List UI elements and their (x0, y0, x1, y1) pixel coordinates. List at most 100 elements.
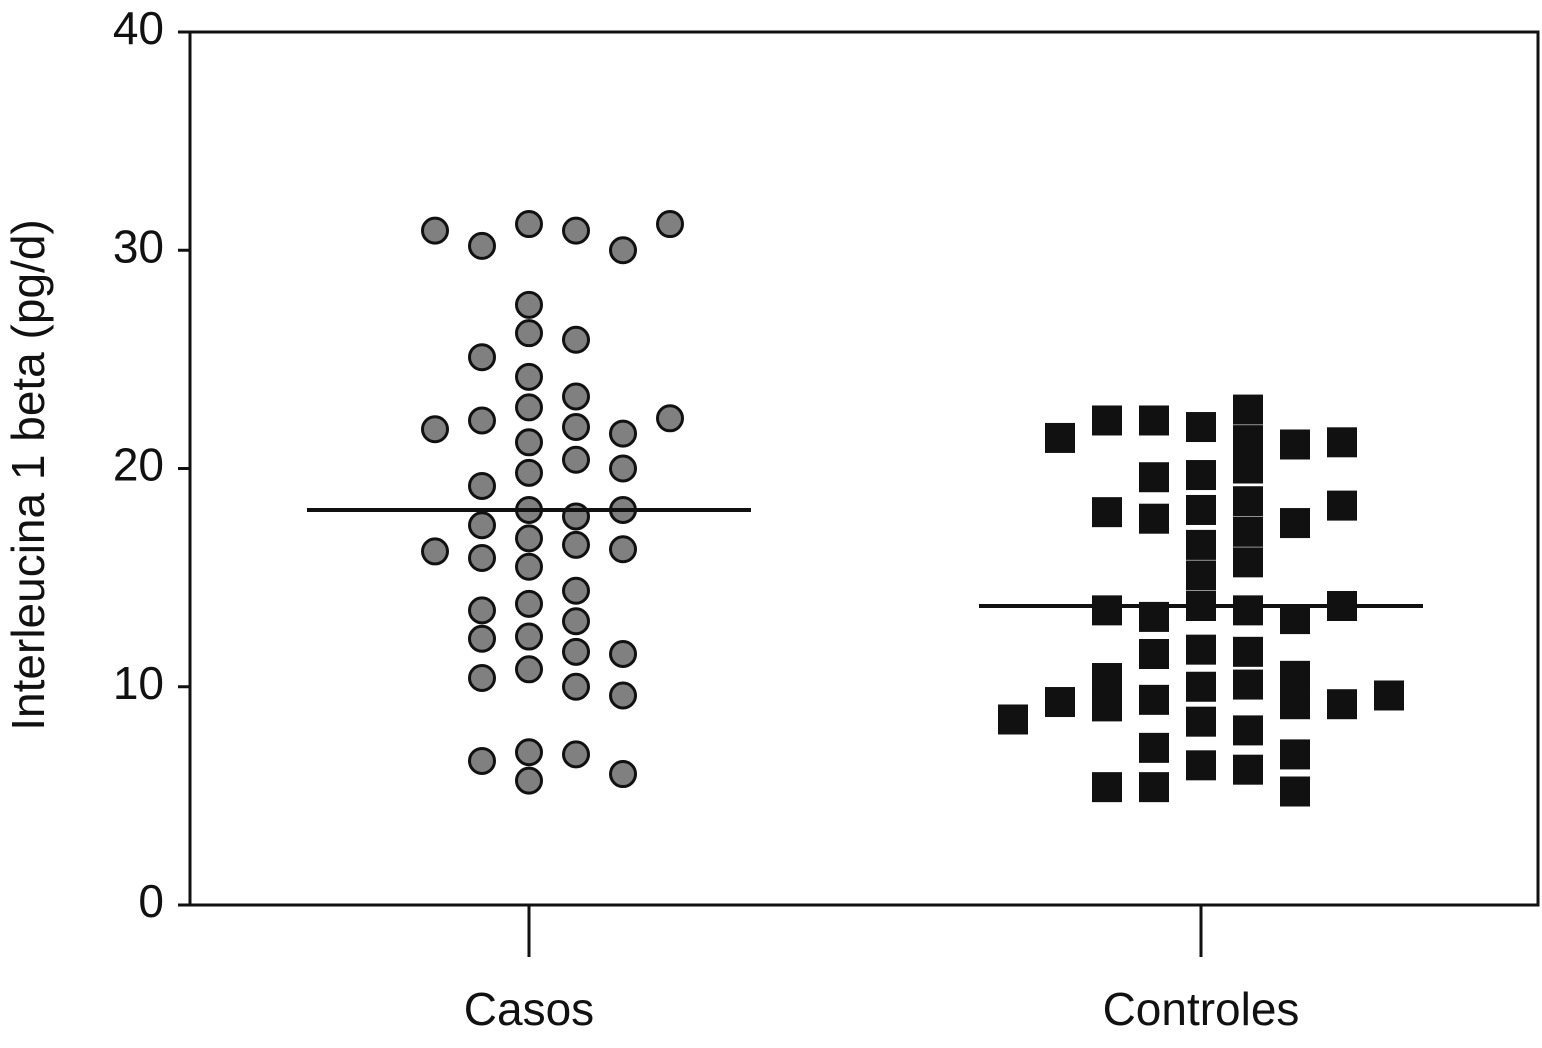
y-tick-label: 0 (138, 875, 164, 927)
y-tick-label: 20 (113, 439, 164, 491)
control-point (1233, 425, 1263, 456)
case-point (515, 210, 543, 239)
control-point (1092, 772, 1122, 803)
case-point (562, 382, 590, 411)
control-point (1327, 689, 1357, 720)
control-point (1233, 636, 1263, 667)
control-point (1233, 595, 1263, 626)
case-point (562, 530, 590, 559)
case-point (656, 404, 684, 433)
control-point (1327, 490, 1357, 521)
case-point (515, 552, 543, 581)
y-axis-label: Interleucina 1 beta (pg/d) (2, 219, 54, 730)
control-point (1233, 547, 1263, 578)
control-point (1045, 422, 1075, 453)
control-point (1233, 715, 1263, 746)
control-point (1233, 516, 1263, 547)
case-point (515, 319, 543, 348)
case-point (421, 537, 449, 566)
control-point (1139, 684, 1169, 715)
case-point (562, 502, 590, 531)
case-point (515, 290, 543, 319)
control-point (1092, 497, 1122, 528)
control-point (1280, 508, 1310, 539)
case-point (562, 325, 590, 354)
case-point (515, 428, 543, 457)
case-point (609, 454, 637, 483)
case-point (562, 607, 590, 636)
case-point (562, 216, 590, 245)
case-point (515, 766, 543, 795)
control-point (1280, 776, 1310, 807)
case-point (609, 419, 637, 448)
case-point (515, 362, 543, 391)
control-point (1233, 754, 1263, 785)
case-point (468, 471, 496, 500)
control-point (1280, 689, 1310, 720)
x-tick-label: Casos (464, 983, 594, 1035)
case-point (609, 681, 637, 710)
control-point (1139, 462, 1169, 493)
case-point (468, 343, 496, 372)
case-point (468, 543, 496, 572)
control-point (1233, 453, 1263, 484)
y-tick-label: 30 (113, 220, 164, 272)
case-point (515, 738, 543, 767)
control-point (1280, 429, 1310, 460)
control-point (1327, 427, 1357, 458)
case-point (562, 445, 590, 474)
control-point (1139, 772, 1169, 803)
control-point (1139, 732, 1169, 763)
case-point (468, 231, 496, 260)
control-point (1186, 529, 1216, 560)
case-point (609, 760, 637, 789)
control-point (1186, 494, 1216, 525)
control-point (1186, 412, 1216, 443)
control-point (1186, 560, 1216, 591)
control-point (1233, 394, 1263, 425)
case-point (562, 637, 590, 666)
control-point (1186, 671, 1216, 702)
case-point (515, 524, 543, 553)
control-point (1092, 595, 1122, 626)
control-point (1280, 739, 1310, 770)
control-point (1139, 639, 1169, 670)
case-point (515, 622, 543, 651)
case-point (656, 210, 684, 239)
case-point (515, 458, 543, 487)
control-point (1280, 604, 1310, 635)
control-point (1280, 660, 1310, 691)
case-point (468, 746, 496, 775)
case-point (468, 406, 496, 435)
control-point (1233, 669, 1263, 700)
case-point (515, 655, 543, 684)
case-point (609, 640, 637, 669)
y-tick-label: 10 (113, 657, 164, 709)
y-tick-label: 40 (113, 2, 164, 54)
control-point (1139, 405, 1169, 436)
case-point (562, 672, 590, 701)
control-point (1233, 486, 1263, 517)
control-point (1374, 680, 1404, 711)
plot-frame (188, 30, 1540, 907)
case-point (421, 415, 449, 444)
case-point (562, 740, 590, 769)
case-point (562, 413, 590, 442)
control-point (1092, 663, 1122, 694)
control-point (998, 704, 1028, 735)
case-point (468, 596, 496, 625)
case-point (609, 236, 637, 265)
case-point (468, 511, 496, 540)
control-point (1139, 503, 1169, 534)
control-point (1045, 687, 1075, 718)
case-point (515, 393, 543, 422)
case-point (515, 589, 543, 618)
case-point (468, 664, 496, 693)
case-point (609, 535, 637, 564)
control-point (1186, 634, 1216, 665)
control-point (1186, 750, 1216, 781)
control-point (1092, 405, 1122, 436)
control-point (1186, 460, 1216, 491)
